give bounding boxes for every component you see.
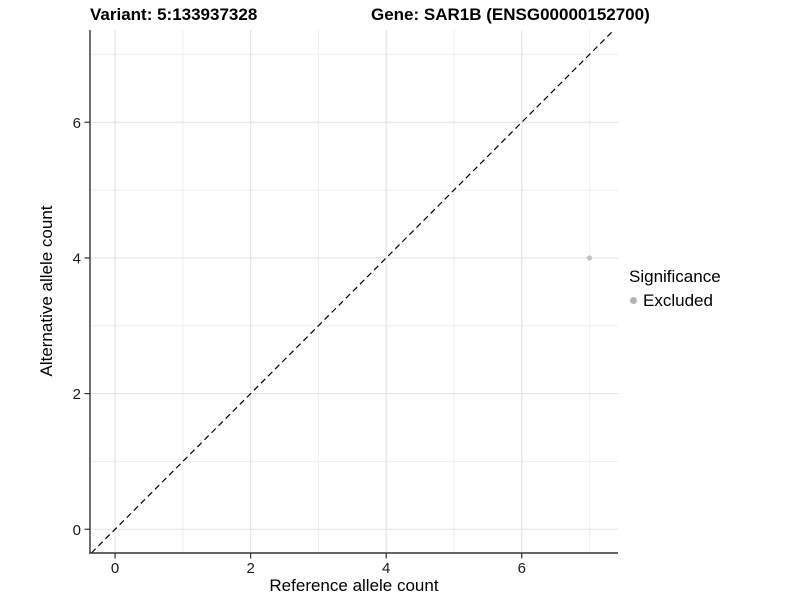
x-tick-label: 4 <box>382 560 390 577</box>
y-tick-label: 2 <box>73 386 81 403</box>
y-tick-label: 4 <box>73 250 81 267</box>
plot-title-gene: Gene: SAR1B (ENSG00000152700) <box>371 5 650 24</box>
legend-item-excluded: Excluded <box>629 290 721 311</box>
y-tick-label: 6 <box>73 115 81 132</box>
x-tick-label: 2 <box>246 560 254 577</box>
legend-title: Significance <box>629 267 721 286</box>
legend-item-label: Excluded <box>643 291 713 311</box>
x-axis-label: Reference allele count <box>269 576 439 595</box>
x-tick-label: 0 <box>111 560 119 577</box>
identity-abline <box>90 29 615 554</box>
plot-title-variant: Variant: 5:133937328 <box>90 5 258 24</box>
excluded-point-icon <box>630 297 637 305</box>
x-tick-label: 6 <box>518 560 526 577</box>
y-axis-label: Alternative allele count <box>37 205 56 377</box>
legend: Significance Excluded <box>629 266 721 312</box>
y-tick-label: 0 <box>73 522 81 539</box>
data-point <box>586 255 593 261</box>
